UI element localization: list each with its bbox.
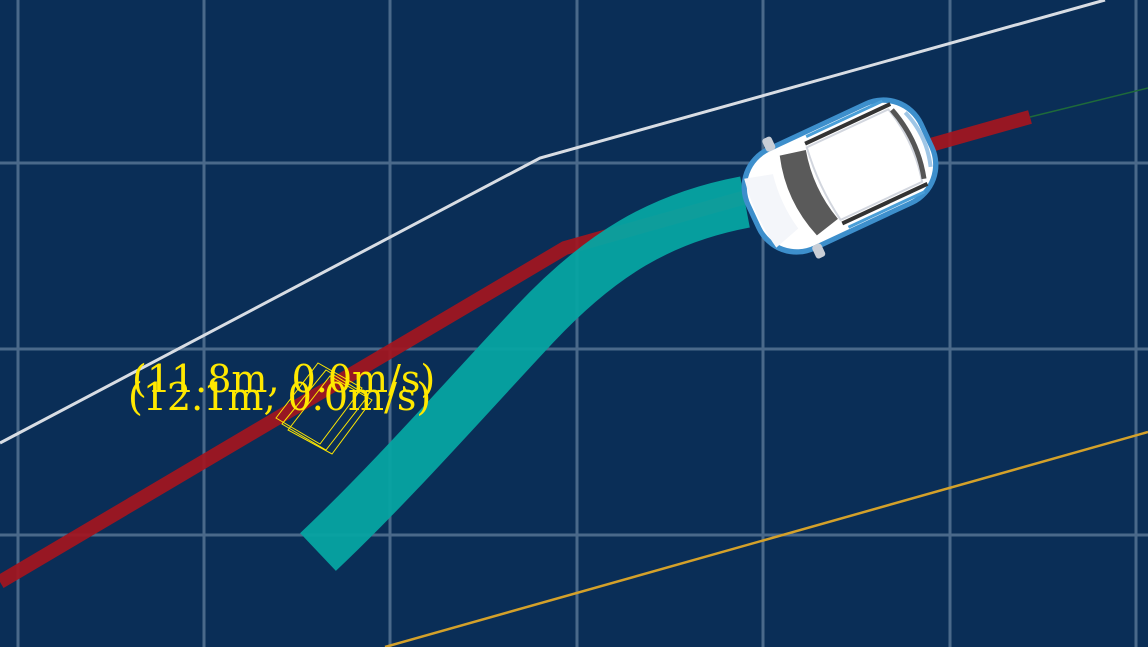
ego-vehicle[interactable]: [723, 75, 956, 277]
obstacle-boxes: [275, 362, 373, 455]
obstacle-box: [287, 375, 373, 455]
lane-boundary-right: [384, 430, 1148, 647]
obstacle-box: [281, 369, 369, 451]
lane-boundary-left: [0, 0, 1106, 445]
obstacle-label: (11.8m, 0.0m/s): [132, 357, 435, 401]
car-top-view-icon: [741, 97, 939, 259]
obstacle-label: (12.1m, 0.0m/s): [128, 375, 431, 419]
planned-trajectory: [300, 176, 751, 571]
reference-extension-line: [1029, 87, 1148, 118]
obstacle-box: [275, 362, 363, 445]
